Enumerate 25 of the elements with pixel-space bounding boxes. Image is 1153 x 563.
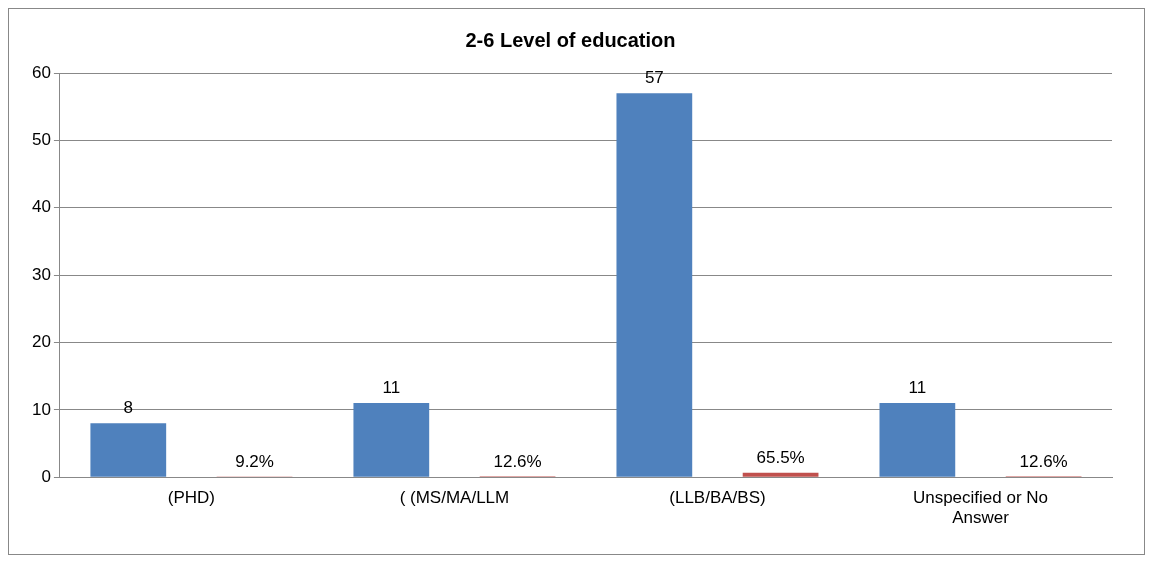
bar xyxy=(90,423,167,477)
y-tick-label: 0 xyxy=(41,466,51,486)
y-tick-label: 60 xyxy=(31,62,51,82)
bar xyxy=(879,403,956,477)
y-tick-label: 50 xyxy=(31,130,51,150)
data-label: 57 xyxy=(644,68,664,88)
data-label: 12.6% xyxy=(1019,451,1068,471)
x-tick-label: Unspecified or No Answer xyxy=(912,488,1049,528)
x-tick-label: (PHD) xyxy=(167,488,216,508)
bar xyxy=(353,403,430,477)
data-label: 11 xyxy=(382,378,401,398)
bar xyxy=(616,93,693,477)
y-tick-label: 30 xyxy=(31,264,51,284)
x-tick-label: ( (MS/MA/LLM xyxy=(399,488,510,508)
data-label: 12.6% xyxy=(493,451,542,471)
data-label: 11 xyxy=(908,378,927,398)
y-tick-label: 40 xyxy=(31,197,51,217)
x-tick-label: (LLB/BA/BS) xyxy=(669,488,766,508)
y-tick-label: 20 xyxy=(31,332,51,352)
data-label: 65.5% xyxy=(756,447,805,467)
y-tick-label: 10 xyxy=(31,399,51,419)
chart-title: 2-6 Level of education xyxy=(465,28,676,51)
bar xyxy=(742,472,819,477)
data-label: 8 xyxy=(123,398,134,418)
data-label: 9.2% xyxy=(235,451,274,471)
